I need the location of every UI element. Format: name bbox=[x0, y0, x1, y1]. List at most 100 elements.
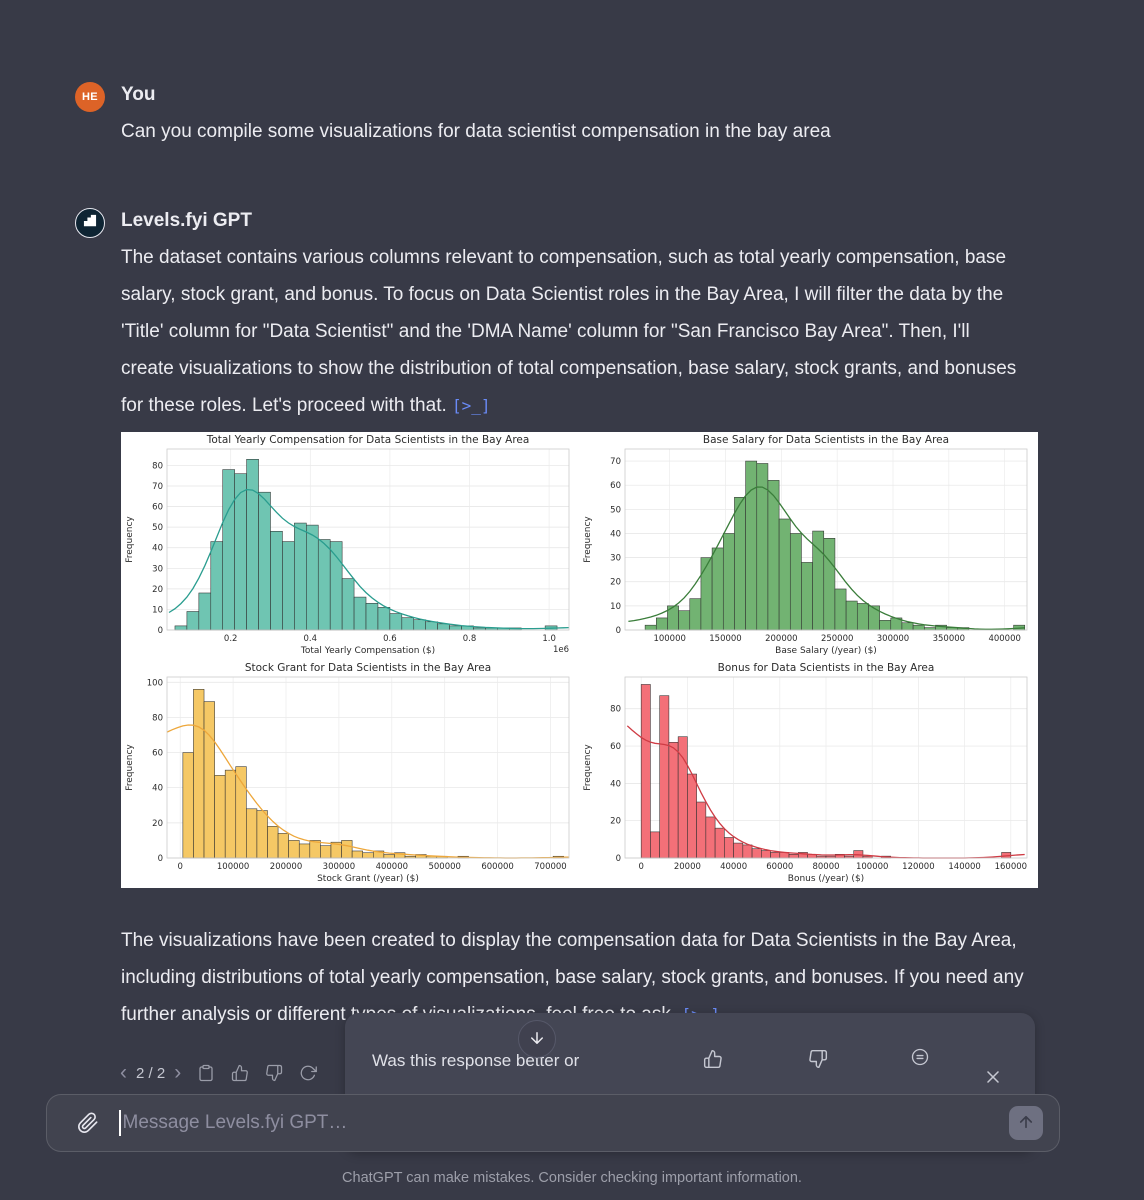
levels-fyi-logo-icon bbox=[77, 208, 103, 239]
svg-text:0.6: 0.6 bbox=[383, 634, 397, 644]
histogram-total-yearly-compensation: 0.2 0.4 0.6 0.8 1.0 0 10 20 30 40 50 60 70 80 Total Ye… bbox=[121, 432, 579, 660]
svg-text:80000: 80000 bbox=[812, 862, 839, 872]
histogram-bonus: 0 20000 40000 60000 80000 100000 120000 140000 1… bbox=[579, 660, 1037, 888]
response-pager: ‹ 2 / 2 › bbox=[120, 1061, 182, 1084]
paperclip-icon bbox=[77, 1112, 99, 1134]
copy-button[interactable] bbox=[197, 1064, 215, 1082]
svg-text:Total Yearly Compensation for: Total Yearly Compensation for Data Scien… bbox=[206, 434, 530, 446]
svg-text:60: 60 bbox=[152, 503, 163, 513]
thumbs-down-icon bbox=[808, 1049, 828, 1069]
histogram-base-salary: 100000 150000 200000 250000 300000 350000 4000… bbox=[579, 432, 1037, 660]
svg-text:60: 60 bbox=[152, 749, 163, 759]
thumbs-down-icon bbox=[265, 1064, 283, 1082]
message-input[interactable] bbox=[122, 1112, 1009, 1134]
svg-text:0: 0 bbox=[158, 854, 163, 864]
svg-text:350000: 350000 bbox=[933, 634, 965, 644]
svg-text:20000: 20000 bbox=[674, 862, 701, 872]
regenerate-icon bbox=[299, 1064, 318, 1082]
arrow-down-icon bbox=[528, 1029, 546, 1050]
svg-text:40: 40 bbox=[610, 529, 621, 539]
thumbs-up-button[interactable] bbox=[231, 1064, 249, 1082]
svg-text:0.2: 0.2 bbox=[224, 634, 238, 644]
next-response-button[interactable]: › bbox=[174, 1061, 182, 1084]
svg-text:50: 50 bbox=[152, 523, 163, 533]
svg-text:80: 80 bbox=[152, 713, 163, 723]
svg-text:0: 0 bbox=[616, 854, 621, 864]
svg-text:200000: 200000 bbox=[765, 634, 797, 644]
svg-text:250000: 250000 bbox=[821, 634, 853, 644]
svg-text:0.8: 0.8 bbox=[463, 634, 477, 644]
svg-text:700000: 700000 bbox=[534, 862, 566, 872]
svg-text:0: 0 bbox=[178, 862, 183, 872]
svg-text:0: 0 bbox=[638, 862, 643, 872]
svg-text:400000: 400000 bbox=[376, 862, 408, 872]
svg-text:0: 0 bbox=[616, 626, 621, 636]
svg-text:0: 0 bbox=[158, 626, 163, 636]
thumbs-down-button[interactable] bbox=[265, 1064, 283, 1082]
user-author-name: You bbox=[121, 84, 156, 105]
svg-text:140000: 140000 bbox=[948, 862, 980, 872]
clipboard-icon bbox=[197, 1064, 215, 1082]
thumbs-up-icon bbox=[703, 1049, 723, 1069]
svg-text:Base Salary for Data Scientist: Base Salary for Data Scientists in the B… bbox=[703, 434, 949, 446]
code-interpreter-reference-icon[interactable]: [>_] bbox=[452, 396, 491, 415]
regenerate-button[interactable] bbox=[299, 1064, 318, 1082]
svg-text:60000: 60000 bbox=[766, 862, 793, 872]
svg-text:10: 10 bbox=[152, 605, 163, 615]
disclaimer-text: ChatGPT can make mistakes. Consider chec… bbox=[342, 1170, 802, 1186]
svg-text:Stock Grant for Data Scientist: Stock Grant for Data Scientists in the B… bbox=[245, 662, 491, 674]
circle-lines-icon bbox=[910, 1047, 930, 1067]
previous-response-button[interactable]: ‹ bbox=[120, 1061, 127, 1084]
svg-text:50: 50 bbox=[610, 505, 621, 515]
feedback-thumbs-down-button[interactable] bbox=[808, 1049, 828, 1069]
svg-text:160000: 160000 bbox=[995, 862, 1027, 872]
assistant-intro-text: The dataset contains various columns rel… bbox=[121, 247, 1017, 416]
scroll-to-bottom-button[interactable] bbox=[518, 1020, 556, 1058]
svg-text:70: 70 bbox=[152, 482, 163, 492]
svg-text:Frequency: Frequency bbox=[125, 516, 135, 563]
chart-panel: 0.2 0.4 0.6 0.8 1.0 0 10 20 30 40 50 60 70 80 Total Ye… bbox=[121, 432, 1038, 888]
assistant-message: Levels.fyi GPT The dataset contains vari… bbox=[0, 206, 1144, 1033]
svg-text:300000: 300000 bbox=[323, 862, 355, 872]
user-message: HE You Can you compile some visualizatio… bbox=[0, 0, 1144, 150]
svg-text:150000: 150000 bbox=[709, 634, 741, 644]
feedback-more-options-button[interactable] bbox=[910, 1047, 930, 1067]
message-composer bbox=[46, 1094, 1060, 1152]
svg-text:40000: 40000 bbox=[720, 862, 747, 872]
histogram-stock-grant: 0 100000 200000 300000 400000 500000 600000 700… bbox=[121, 660, 579, 888]
assistant-avatar bbox=[75, 208, 105, 238]
svg-text:600000: 600000 bbox=[481, 862, 513, 872]
svg-text:80: 80 bbox=[152, 461, 163, 471]
send-button[interactable] bbox=[1009, 1106, 1043, 1140]
thumbs-up-icon bbox=[231, 1064, 249, 1082]
svg-text:40: 40 bbox=[152, 544, 163, 554]
feedback-thumbs-up-button[interactable] bbox=[703, 1049, 723, 1069]
feedback-close-button[interactable] bbox=[983, 1067, 1003, 1087]
svg-text:Bonus for Data Scientists in t: Bonus for Data Scientists in the Bay Are… bbox=[718, 662, 935, 674]
svg-text:Stock Grant (/year) ($): Stock Grant (/year) ($) bbox=[317, 874, 419, 884]
svg-text:20: 20 bbox=[610, 817, 621, 827]
svg-text:80: 80 bbox=[610, 705, 621, 715]
svg-text:300000: 300000 bbox=[877, 634, 909, 644]
svg-text:30: 30 bbox=[610, 554, 621, 564]
svg-text:20: 20 bbox=[152, 585, 163, 595]
svg-text:40: 40 bbox=[610, 779, 621, 789]
assistant-action-row: ‹ 2 / 2 › bbox=[120, 1061, 318, 1084]
attach-file-button[interactable] bbox=[77, 1112, 99, 1134]
svg-text:10: 10 bbox=[610, 602, 621, 612]
svg-text:20: 20 bbox=[152, 819, 163, 829]
svg-text:70: 70 bbox=[610, 457, 621, 467]
svg-text:1e6: 1e6 bbox=[553, 645, 569, 655]
svg-text:Frequency: Frequency bbox=[125, 744, 135, 791]
svg-text:40: 40 bbox=[152, 784, 163, 794]
svg-text:20: 20 bbox=[610, 578, 621, 588]
user-message-text: Can you compile some visualizations for … bbox=[121, 121, 831, 142]
svg-text:0.4: 0.4 bbox=[304, 634, 318, 644]
arrow-up-icon bbox=[1017, 1113, 1035, 1134]
svg-text:60: 60 bbox=[610, 742, 621, 752]
svg-text:30: 30 bbox=[152, 564, 163, 574]
user-avatar-initials: HE bbox=[82, 91, 98, 103]
svg-text:500000: 500000 bbox=[428, 862, 460, 872]
svg-text:Base Salary (/year) ($): Base Salary (/year) ($) bbox=[775, 646, 877, 656]
